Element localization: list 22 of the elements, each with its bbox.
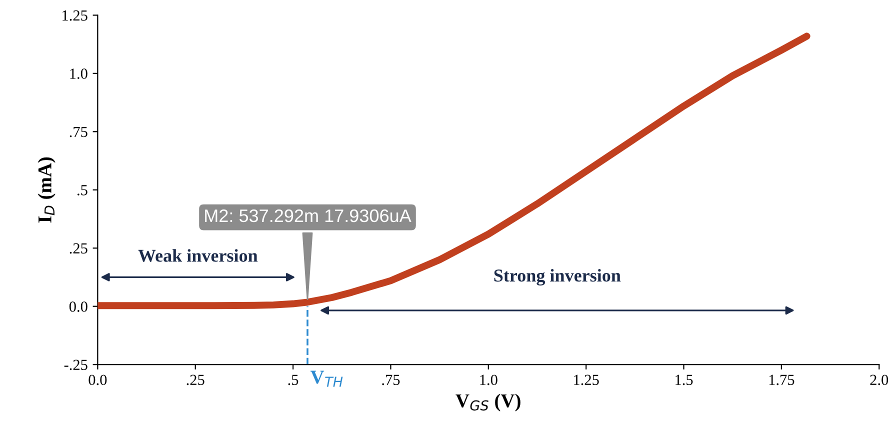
x-tick-label: 1.75 <box>769 374 794 386</box>
y-tick-label: .5 <box>78 185 88 196</box>
y-tick-label: .25 <box>70 243 88 254</box>
annotation: M2: 537.292m 17.9306uA <box>205 209 412 222</box>
x-tick-label: 1.5 <box>676 374 693 386</box>
x-tick-label: 1.0 <box>480 374 498 386</box>
y-tick-label: 1.25 <box>62 10 88 21</box>
x-tick-label: 0.0 <box>88 374 107 386</box>
annotation: Weak inversion <box>138 249 258 262</box>
y-tick-label: .75 <box>70 126 88 138</box>
x-tick-label: 1.25 <box>574 374 599 386</box>
x-tick-label: .75 <box>382 374 400 386</box>
x-tick-label: .5 <box>288 374 298 386</box>
y-tick-label: 1.0 <box>70 68 88 79</box>
y-axis-title: I$_{D}$ (mA) <box>38 157 56 223</box>
annotation: Strong inversion <box>494 268 621 286</box>
y-tick-label: 0.0 <box>69 301 88 312</box>
x-axis-title: V$_{GS}$ (V) <box>456 394 520 412</box>
x-tick-label: .25 <box>186 374 204 386</box>
x-tick-label: 2.0 <box>870 374 888 386</box>
ref-line-label: V$_{TH}$ <box>310 370 343 387</box>
y-tick-label: -.25 <box>64 360 88 370</box>
